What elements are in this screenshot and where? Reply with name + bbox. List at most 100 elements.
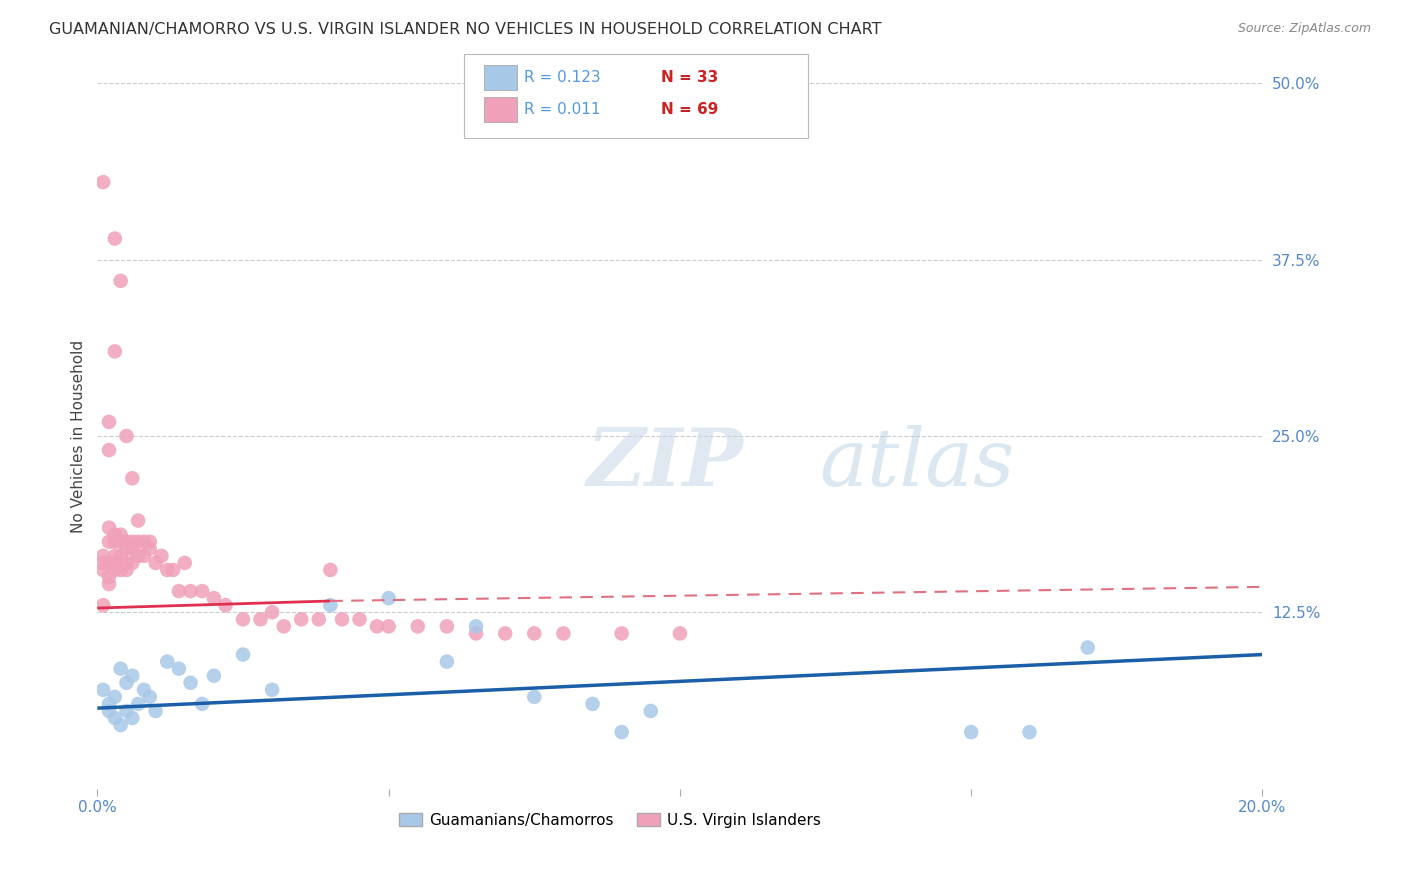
Point — [121, 556, 143, 570]
Point — [110, 527, 132, 541]
Point — [145, 704, 167, 718]
Point — [494, 626, 516, 640]
Point — [377, 591, 399, 606]
Point — [98, 534, 121, 549]
Point — [121, 471, 143, 485]
Point — [330, 612, 353, 626]
Point — [121, 669, 143, 683]
Point — [523, 690, 546, 704]
Point — [377, 619, 399, 633]
Point — [127, 534, 149, 549]
Point — [523, 626, 546, 640]
Point — [104, 549, 127, 563]
Point — [640, 704, 662, 718]
Point — [132, 682, 155, 697]
Point — [98, 521, 121, 535]
Point — [167, 662, 190, 676]
Point — [98, 577, 121, 591]
Point — [162, 563, 184, 577]
Point — [139, 534, 162, 549]
Point — [104, 690, 127, 704]
Point — [110, 563, 132, 577]
Point — [104, 556, 127, 570]
Point — [127, 549, 149, 563]
Point — [91, 563, 114, 577]
Point — [91, 598, 114, 612]
Text: Source: ZipAtlas.com: Source: ZipAtlas.com — [1237, 22, 1371, 36]
Point — [115, 563, 138, 577]
Point — [366, 619, 388, 633]
Point — [115, 429, 138, 443]
Point — [553, 626, 575, 640]
Text: N = 33: N = 33 — [661, 70, 718, 85]
Y-axis label: No Vehicles in Household: No Vehicles in Household — [72, 340, 86, 533]
Point — [249, 612, 271, 626]
Point — [91, 682, 114, 697]
Point — [150, 549, 173, 563]
Point — [121, 711, 143, 725]
Point — [104, 527, 127, 541]
Point — [202, 669, 225, 683]
Point — [436, 619, 458, 633]
Legend: Guamanians/Chamorros, U.S. Virgin Islanders: Guamanians/Chamorros, U.S. Virgin Island… — [392, 806, 827, 834]
Point — [110, 274, 132, 288]
Point — [156, 655, 179, 669]
Point — [319, 598, 342, 612]
Text: R = 0.011: R = 0.011 — [524, 103, 600, 117]
Point — [115, 556, 138, 570]
Text: atlas: atlas — [820, 425, 1015, 503]
Point — [349, 612, 371, 626]
Point — [110, 534, 132, 549]
Point — [139, 690, 162, 704]
Point — [115, 534, 138, 549]
Point — [132, 534, 155, 549]
Point — [115, 704, 138, 718]
Text: N = 69: N = 69 — [661, 103, 718, 117]
Point — [139, 541, 162, 556]
Point — [104, 534, 127, 549]
Point — [104, 563, 127, 577]
Point — [191, 697, 214, 711]
Point — [465, 619, 488, 633]
Point — [110, 718, 132, 732]
Point — [98, 704, 121, 718]
Point — [319, 563, 342, 577]
Point — [104, 711, 127, 725]
Point — [115, 541, 138, 556]
Point — [232, 612, 254, 626]
Point — [180, 675, 202, 690]
Point — [145, 556, 167, 570]
Point — [610, 626, 633, 640]
Point — [273, 619, 295, 633]
Point — [98, 415, 121, 429]
Point — [180, 584, 202, 599]
Point — [262, 682, 284, 697]
Point — [121, 534, 143, 549]
Point — [98, 697, 121, 711]
Point — [110, 549, 132, 563]
Text: GUAMANIAN/CHAMORRO VS U.S. VIRGIN ISLANDER NO VEHICLES IN HOUSEHOLD CORRELATION : GUAMANIAN/CHAMORRO VS U.S. VIRGIN ISLAND… — [49, 22, 882, 37]
Point — [960, 725, 983, 739]
Point — [581, 697, 603, 711]
Text: R = 0.123: R = 0.123 — [524, 70, 600, 85]
Point — [436, 655, 458, 669]
Point — [202, 591, 225, 606]
Point — [91, 556, 114, 570]
Text: ZIP: ZIP — [586, 425, 744, 503]
Point — [127, 697, 149, 711]
Point — [465, 626, 488, 640]
Point — [104, 231, 127, 245]
Point — [156, 563, 179, 577]
Point — [191, 584, 214, 599]
Point — [127, 514, 149, 528]
Point — [98, 443, 121, 458]
Point — [232, 648, 254, 662]
Point — [173, 556, 195, 570]
Point — [290, 612, 312, 626]
Point — [98, 556, 121, 570]
Point — [121, 541, 143, 556]
Point — [262, 605, 284, 619]
Point — [610, 725, 633, 739]
Point — [104, 344, 127, 359]
Point — [110, 662, 132, 676]
